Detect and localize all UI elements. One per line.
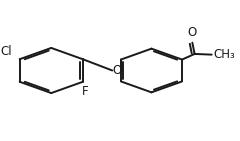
Text: O: O xyxy=(113,64,122,77)
Text: O: O xyxy=(188,26,197,39)
Text: CH₃: CH₃ xyxy=(214,48,235,61)
Text: F: F xyxy=(82,85,88,98)
Text: Cl: Cl xyxy=(0,45,12,58)
